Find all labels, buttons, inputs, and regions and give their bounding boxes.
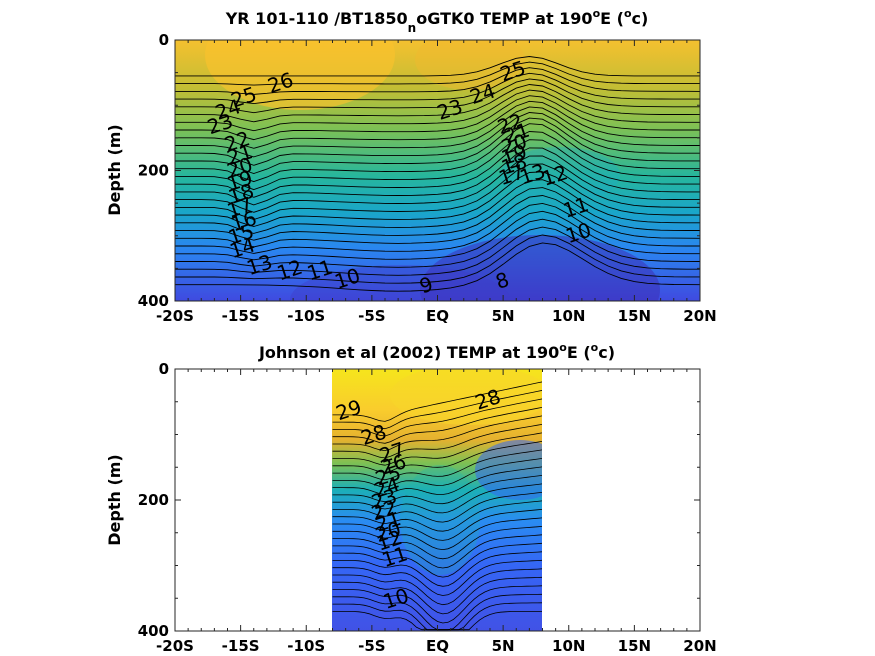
x-tick-label: -10S [287, 307, 325, 325]
y-tick-label: 0 [159, 31, 169, 49]
contour-line [332, 568, 542, 606]
contour-line [332, 474, 542, 505]
contour-line [332, 381, 542, 422]
x-tick-label: -20S [156, 307, 194, 325]
contour-line [175, 84, 700, 123]
chart-panel-1: YR 101-110 /BT1850noGTK0 TEMP at 190oE (… [105, 7, 717, 325]
contour-line [332, 440, 542, 473]
contour-line [332, 432, 542, 466]
contour-line [332, 449, 542, 481]
x-tick-label: EQ [426, 637, 449, 655]
contour-line [175, 131, 700, 191]
contour-line [332, 525, 542, 560]
contour-line [332, 457, 542, 488]
contour-field-1 [175, 40, 700, 301]
contour-line [175, 117, 700, 174]
contour-line [332, 406, 542, 444]
contour-line [332, 415, 542, 452]
contour-line [332, 542, 542, 578]
contour-line [175, 234, 700, 284]
contour-line [332, 559, 542, 596]
x-tick-label: -5S [358, 307, 385, 325]
contour-line [175, 179, 700, 234]
contour-line [175, 218, 700, 268]
contour-line [332, 483, 542, 514]
contour-line [175, 61, 700, 86]
x-tick-label: 5N [492, 307, 515, 325]
contour-line [175, 95, 700, 141]
contour-line [332, 517, 542, 551]
chart-title-1: YR 101-110 /BT1850noGTK0 TEMP at 190oE (… [225, 7, 649, 35]
chart-title-2: Johnson et al (2002) TEMP at 190oE (oc) [258, 341, 615, 362]
x-tick-label: 5N [492, 637, 515, 655]
contour-line [175, 195, 700, 248]
contour-line [332, 500, 542, 532]
contour-field-2 [332, 369, 542, 631]
contour-line [175, 226, 700, 276]
y-axis-label-2: Depth (m) [105, 454, 124, 546]
contour-line [175, 139, 700, 198]
contour-line [332, 389, 542, 430]
x-tick-label: -5S [358, 637, 385, 655]
x-tick-label: -20S [156, 637, 194, 655]
y-tick-label: 400 [138, 622, 169, 640]
x-tick-label: 20N [683, 637, 716, 655]
x-tick-label: 15N [618, 307, 651, 325]
contour-line [175, 155, 700, 213]
contour-line [332, 398, 542, 437]
contour-line [175, 89, 700, 132]
y-tick-label: 400 [138, 292, 169, 310]
contour-line [332, 551, 542, 587]
contour-line [332, 508, 542, 541]
x-tick-label: 15N [618, 637, 651, 655]
contour-line [175, 163, 700, 220]
contour-line [175, 202, 700, 254]
x-tick-label: EQ [426, 307, 449, 325]
contour-line [175, 242, 700, 292]
x-tick-label: 10N [552, 307, 585, 325]
x-tick-label: -15S [222, 637, 260, 655]
chart-panel-2: Johnson et al (2002) TEMP at 190oE (oc) … [105, 341, 717, 655]
contour-line [332, 423, 542, 459]
y-tick-label: 200 [138, 162, 169, 180]
contour-line [175, 171, 700, 227]
contour-line [175, 56, 700, 77]
contour-line [175, 112, 700, 166]
contour-line [175, 210, 700, 261]
x-tick-label: 10N [552, 637, 585, 655]
contour-line [175, 187, 700, 241]
contour-line [175, 147, 700, 206]
y-tick-label: 0 [159, 360, 169, 378]
x-tick-label: -10S [287, 637, 325, 655]
contour-line [332, 491, 542, 523]
contour-line [332, 576, 542, 615]
contour-line [175, 67, 700, 95]
contour-line [175, 78, 700, 114]
contour-line [175, 72, 700, 105]
contour-line [332, 585, 542, 624]
contour-line [332, 466, 542, 495]
x-tick-label: 20N [683, 307, 716, 325]
contour-line [175, 106, 700, 158]
x-tick-label: -15S [222, 307, 260, 325]
y-tick-label: 200 [138, 491, 169, 509]
y-axis-label-1: Depth (m) [105, 124, 124, 216]
contour-line [175, 100, 700, 149]
contour-line [175, 123, 700, 183]
contour-line [332, 534, 542, 569]
